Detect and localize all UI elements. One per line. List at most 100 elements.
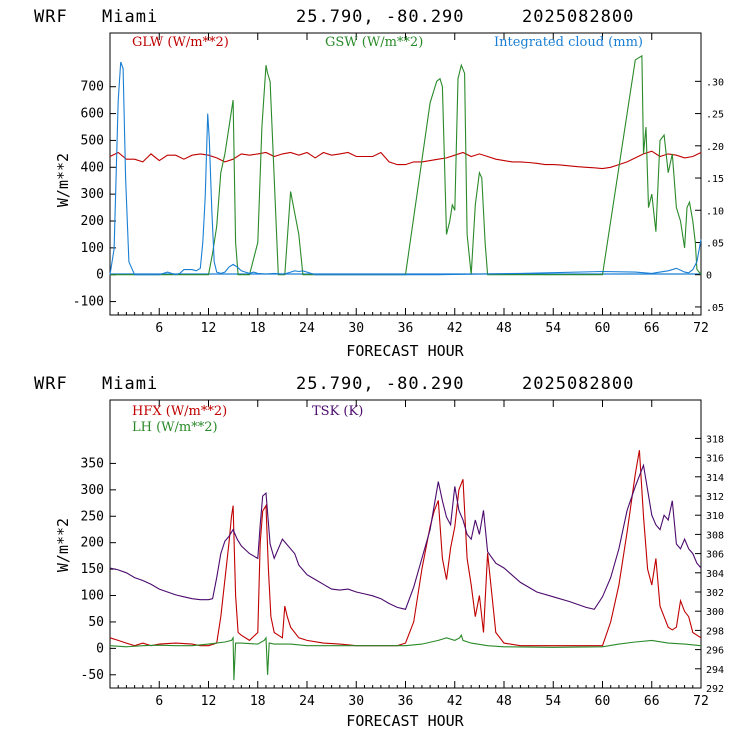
x-tick-label: 30: [348, 694, 364, 709]
x-tick-label: 48: [496, 694, 512, 709]
y-tick-label: 300: [81, 483, 104, 498]
series-line-1: [109, 450, 702, 647]
y-tick-label: 500: [81, 133, 104, 148]
panel2-coords: 25.790, -80.290: [296, 374, 465, 394]
legend-entry: HFX (W/m**2): [132, 404, 227, 419]
y2-tick-label: 316: [706, 454, 724, 465]
panel2-series: [109, 450, 702, 681]
y2-tick-label: 294: [706, 665, 724, 676]
x-tick-label: 6: [155, 694, 163, 709]
y2-tick-label: 318: [706, 434, 724, 445]
x-tick-label: 30: [348, 321, 364, 336]
panel1-legend: GLW (W/m**2) GSW (W/m**2) Integrated cloud…: [132, 35, 643, 50]
panel1-x-axis: 6 12 18 24 30 36 42 48 54 60 66 72: [117, 33, 709, 336]
panel2-x-axis: 6 12 18 24 30 36 42 48 54 60 66 72: [117, 400, 709, 709]
panel2-xlabel: FORECAST HOUR: [346, 712, 464, 730]
series-line-2: [110, 54, 702, 276]
y2-tick-label: .10: [706, 206, 724, 217]
legend-entry: TSK (K): [312, 404, 363, 419]
x-tick-label: 66: [644, 321, 660, 336]
x-tick-label: 54: [545, 694, 561, 709]
y-tick-label: 600: [81, 107, 104, 122]
x-tick-label: 12: [201, 321, 217, 336]
y-tick-label: 150: [81, 562, 104, 577]
x-tick-label: 60: [595, 321, 611, 336]
panel2-right-axis: 292 294 296 298 300 302 304 306 308 310 312 314 316 3…: [695, 434, 724, 695]
series-line-1: [109, 150, 702, 170]
series-line-2: [109, 633, 702, 681]
x-tick-label: 6: [155, 321, 163, 336]
y2-tick-label: .30: [706, 77, 724, 88]
x-tick-label: 36: [398, 321, 414, 336]
y2-tick-label: 308: [706, 530, 724, 541]
y2-tick-label: 298: [706, 626, 724, 637]
x-tick-label: 72: [693, 321, 709, 336]
y2-tick-label: .05: [706, 238, 724, 249]
y-tick-label: -100: [73, 295, 104, 310]
series-line-3: [109, 61, 702, 276]
y2-tick-label: 304: [706, 569, 724, 580]
panel2-ylabel: W/m**2: [54, 518, 72, 572]
panel2-model: WRF: [34, 374, 68, 394]
panel1-model: WRF: [34, 7, 68, 27]
y-tick-label: 300: [81, 187, 104, 202]
x-tick-label: 24: [299, 694, 315, 709]
legend-entry: GSW (W/m**2): [325, 35, 423, 50]
panel2-date: 2025082800: [522, 374, 634, 394]
y-tick-label: 350: [81, 456, 104, 471]
panel2-location: Miami: [102, 374, 158, 394]
y-tick-label: 100: [81, 589, 104, 604]
x-tick-label: 24: [299, 321, 315, 336]
y2-tick-label: 296: [706, 646, 724, 657]
x-tick-label: 48: [496, 321, 512, 336]
legend-entry: GLW (W/m**2): [132, 35, 229, 50]
y-tick-label: 100: [81, 241, 104, 256]
panel2-legend: HFX (W/m**2)LH (W/m**2) TSK (K): [132, 404, 363, 435]
x-tick-label: 18: [250, 321, 266, 336]
y-tick-label: 250: [81, 509, 104, 524]
panel1-plot: -100 0 100 200 300 400 500 600 700 .05 0 .05 .10 .15…: [73, 32, 724, 336]
y2-tick-label: 302: [706, 588, 724, 599]
x-tick-label: 42: [447, 694, 463, 709]
y2-tick-label: 292: [706, 684, 724, 695]
x-tick-label: 66: [644, 694, 660, 709]
panel1-coords: 25.790, -80.290: [296, 7, 465, 27]
y2-tick-label: .25: [706, 110, 724, 121]
panel1-xlabel: FORECAST HOUR: [346, 342, 464, 360]
y2-tick-label: 314: [706, 473, 724, 484]
y2-tick-label: 306: [706, 550, 724, 561]
y2-tick-label: .20: [706, 142, 724, 153]
panel2-plot: -50 0 50 100 150 200 250 300 350 292 294 296 298 300…: [81, 399, 724, 709]
panel1-right-axis: .05 0 .05 .10 .15 .20 .25 .30: [695, 77, 724, 314]
x-tick-label: 54: [545, 321, 561, 336]
legend-entry: LH (W/m**2): [132, 420, 218, 435]
y2-tick-label: 310: [706, 511, 724, 522]
x-tick-label: 12: [201, 694, 217, 709]
y2-tick-label: .05: [706, 303, 724, 314]
y-tick-label: 700: [81, 80, 104, 95]
panel1-ylabel: W/m**2: [54, 153, 72, 207]
x-tick-label: 42: [447, 321, 463, 336]
panel1-location: Miami: [102, 7, 158, 27]
panel1-left-axis: -100 0 100 200 300 400 500 600 700: [73, 80, 116, 310]
y-tick-label: -50: [81, 668, 104, 683]
y-tick-label: 200: [81, 536, 104, 551]
y-tick-label: 0: [96, 268, 104, 283]
y-tick-label: 0: [96, 641, 104, 656]
x-tick-label: 18: [250, 694, 266, 709]
panel2-left-axis: -50 0 50 100 150 200 250 300 350: [81, 456, 116, 683]
y-tick-label: 50: [88, 615, 104, 630]
x-tick-label: 72: [693, 694, 709, 709]
legend-entry: Integrated cloud (mm): [494, 35, 643, 50]
y2-tick-label: 312: [706, 492, 724, 503]
y-tick-label: 200: [81, 214, 104, 229]
series-line-3: [109, 463, 702, 610]
panel1-series: [109, 54, 702, 276]
y2-tick-label: 0: [706, 271, 712, 282]
x-tick-label: 36: [398, 694, 414, 709]
y-tick-label: 400: [81, 160, 104, 175]
panel1-date: 2025082800: [522, 7, 634, 27]
y2-tick-label: .15: [706, 174, 724, 185]
